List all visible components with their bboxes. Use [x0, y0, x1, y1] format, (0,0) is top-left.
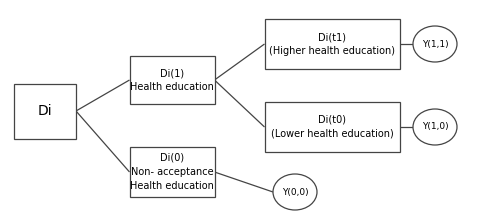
Ellipse shape — [413, 109, 457, 145]
Text: Di(t1)
(Higher health education): Di(t1) (Higher health education) — [269, 32, 395, 56]
Ellipse shape — [273, 174, 317, 210]
Text: Y(1,0): Y(1,0) — [422, 122, 448, 132]
Ellipse shape — [413, 26, 457, 62]
FancyBboxPatch shape — [264, 19, 400, 69]
Text: Di(0)
Non- acceptance
Health education: Di(0) Non- acceptance Health education — [130, 153, 214, 191]
Text: Di(1)
Health education: Di(1) Health education — [130, 68, 214, 92]
Text: Y(1,1): Y(1,1) — [422, 39, 448, 48]
FancyBboxPatch shape — [130, 147, 214, 197]
FancyBboxPatch shape — [264, 102, 400, 152]
Text: Di: Di — [38, 104, 52, 118]
Text: Y(0,0): Y(0,0) — [282, 188, 308, 196]
FancyBboxPatch shape — [130, 56, 214, 104]
Text: Di(t0)
(Lower health education): Di(t0) (Lower health education) — [270, 115, 394, 139]
FancyBboxPatch shape — [14, 83, 76, 138]
